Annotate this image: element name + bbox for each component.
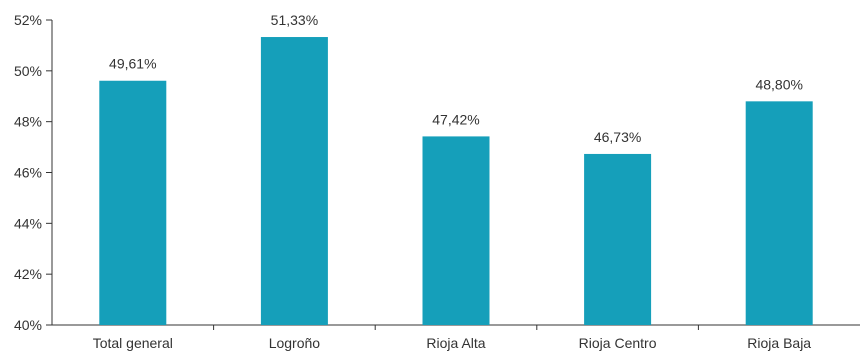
y-tick-label: 44% bbox=[14, 215, 42, 231]
y-axis: 40% 42% 44% 46% 48% 50% 52% bbox=[14, 12, 53, 333]
bar bbox=[745, 101, 813, 325]
x-category-label: Rioja Centro bbox=[579, 335, 657, 351]
y-tick-label: 52% bbox=[14, 12, 42, 28]
x-category-label: Logroño bbox=[269, 335, 321, 351]
bar bbox=[260, 37, 328, 325]
x-category-label: Rioja Alta bbox=[426, 335, 485, 351]
bar bbox=[422, 136, 490, 325]
y-tick-label: 46% bbox=[14, 165, 42, 181]
bar bbox=[584, 153, 652, 325]
y-tick-label: 42% bbox=[14, 266, 42, 282]
x-category-label: Rioja Baja bbox=[747, 335, 811, 351]
y-tick-label: 50% bbox=[14, 63, 42, 79]
bar-value-label: 47,42% bbox=[432, 111, 479, 127]
bar bbox=[99, 80, 167, 325]
y-tick-label: 40% bbox=[14, 317, 42, 333]
x-axis: Total general Logroño Rioja Alta Rioja Cent… bbox=[52, 324, 860, 351]
data-labels: 49,61% 51,33% 47,42% 46,73% 48,80% bbox=[109, 12, 803, 145]
bar-value-label: 46,73% bbox=[594, 129, 641, 145]
y-tick-label: 48% bbox=[14, 114, 42, 130]
bar-value-label: 51,33% bbox=[271, 12, 318, 28]
x-category-label: Total general bbox=[93, 335, 173, 351]
bars bbox=[99, 37, 813, 325]
bar-value-label: 49,61% bbox=[109, 56, 156, 72]
bar-value-label: 48,80% bbox=[755, 76, 802, 92]
